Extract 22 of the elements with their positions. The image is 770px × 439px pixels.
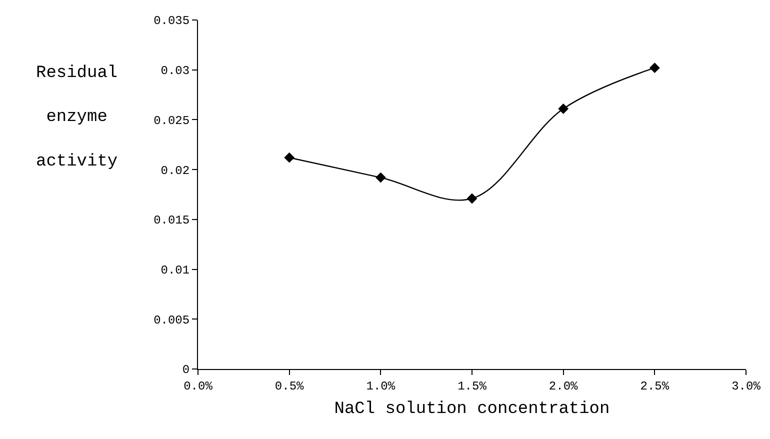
point — [284, 152, 295, 163]
y-tick-label: 0.01 — [160, 263, 190, 278]
y-tick-label: 0.015 — [154, 214, 190, 228]
x-tick-label: 2.5% — [640, 379, 670, 394]
x-tick-label: 1.0% — [366, 379, 396, 394]
y-tick-label: 0.035 — [154, 14, 190, 28]
point — [558, 104, 569, 114]
y-tick-label: 0.025 — [154, 114, 190, 128]
x-tick-label: 3.0% — [732, 379, 762, 394]
x-tick-label: 0.0% — [184, 379, 214, 394]
x-tick-label: 2.0% — [548, 379, 579, 394]
y-tick-label: 0.02 — [160, 164, 190, 178]
y-tick-label: 0.005 — [154, 313, 190, 328]
text: Residual enzyme activity — [36, 64, 118, 172]
x-axis-title: NaCl solution concentration — [334, 400, 610, 419]
point — [649, 62, 660, 74]
point — [466, 193, 478, 204]
x-tick-label: 1.5% — [458, 379, 488, 394]
point — [375, 172, 386, 183]
y-tick-label: 0.03 — [160, 64, 190, 78]
x-tick-label: 0.5% — [274, 379, 305, 394]
y-tick-label: 0 — [182, 363, 190, 378]
